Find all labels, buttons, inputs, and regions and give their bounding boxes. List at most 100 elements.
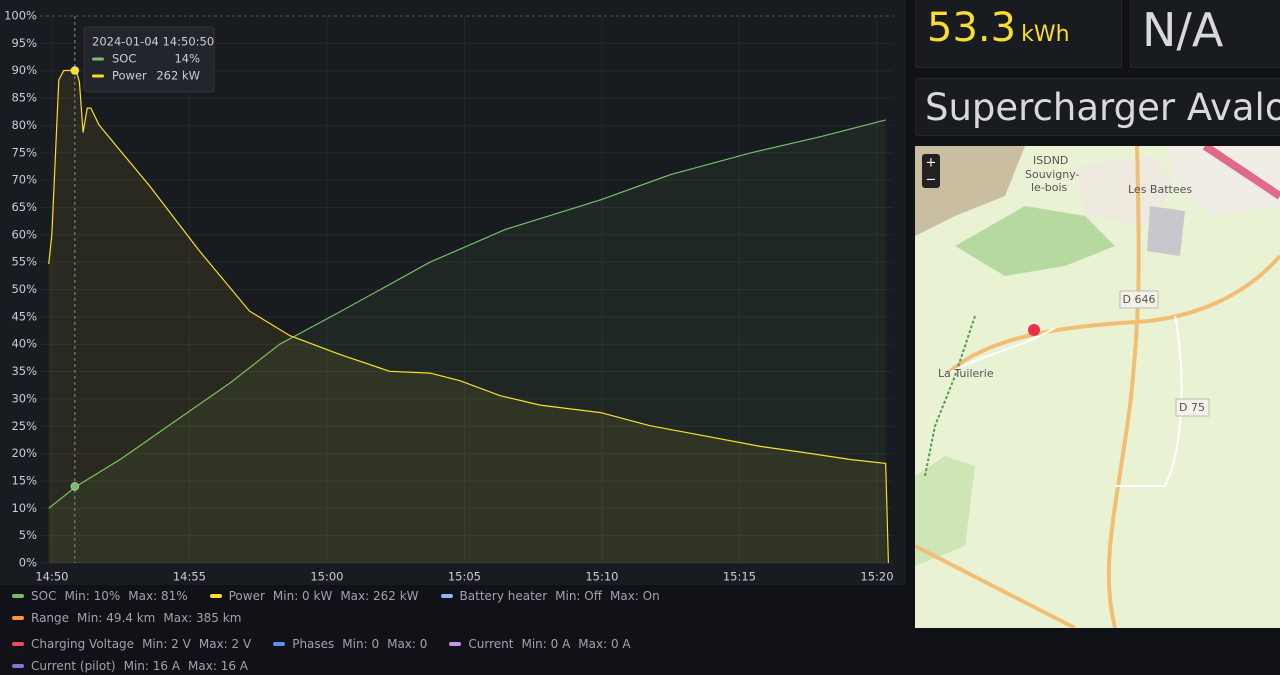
y-tick-label: 90% — [11, 63, 37, 77]
y-tick-label: 5% — [19, 528, 37, 542]
y-tick-label: 65% — [11, 200, 37, 214]
zoom-out[interactable]: − — [926, 173, 937, 188]
legend-swatch — [12, 664, 24, 668]
legend-min: Min: 0 — [342, 637, 380, 651]
tooltip-swatch — [92, 74, 104, 78]
map-background — [915, 146, 1280, 628]
zoom-in[interactable]: + — [926, 156, 937, 171]
map-label: Souvigny- — [1025, 168, 1080, 181]
legend-min: Min: 2 V — [142, 637, 191, 651]
y-tick-label: 35% — [11, 364, 37, 378]
x-tick-label: 15:20 — [860, 570, 893, 584]
y-tick-label: 50% — [11, 282, 37, 296]
legend-item[interactable]: Charging Voltage Min: 2 V Max: 2 V — [8, 635, 259, 653]
map-area — [915, 146, 1025, 236]
legend-swatch — [12, 616, 24, 620]
legend-swatch — [209, 594, 222, 598]
time-series-chart: 0% 5% 10% 15% 20% 25% 30% 35% 40% 45% 50% 55% 60% 65%… — [0, 0, 906, 585]
map-field — [915, 456, 975, 566]
energy-unit: kWh — [1021, 22, 1070, 47]
tooltip-box — [83, 26, 215, 93]
series-line — [48, 69, 889, 564]
y-tick-label: 95% — [11, 36, 37, 50]
legend-max: Max: 81% — [128, 589, 188, 603]
status-panel: N/A — [1130, 0, 1280, 68]
tooltip-value: 14% — [174, 52, 200, 66]
map-marker — [1028, 324, 1040, 336]
y-tick-label: 45% — [11, 309, 37, 323]
legend-min: Min: 16 A — [123, 659, 181, 673]
x-tick-label: 15:00 — [310, 570, 343, 584]
legend-item[interactable]: Power Min: 0 kW Max: 262 kW — [206, 587, 427, 605]
legend-name: Power — [228, 589, 265, 603]
x-tick-label: 15:15 — [723, 570, 756, 584]
legend-max: Max: 0 — [387, 637, 428, 651]
tooltip: 2024-01-04 14:50:50 SOC 14% Power 262 kW — [83, 26, 215, 93]
legend-item[interactable]: Range Min: 49.4 km Max: 385 km — [8, 609, 249, 627]
legend-max: Max: 16 A — [188, 659, 249, 673]
y-tick-label: 60% — [11, 227, 37, 241]
legend-max: Max: 262 kW — [340, 589, 419, 603]
energy-value: 53.3 — [927, 5, 1017, 51]
legend-min: Min: 10% — [64, 589, 121, 603]
map-road — [1202, 146, 1280, 200]
energy-panel: 53.3 kWh — [915, 0, 1122, 68]
legend-item[interactable]: Battery heater Min: Off Max: On — [437, 587, 668, 605]
map-road — [1106, 146, 1141, 628]
y-tick-label: 10% — [11, 501, 37, 515]
location-value: Supercharger Avalon — [925, 86, 1280, 129]
legend-name: Current — [468, 637, 514, 651]
map-road — [915, 544, 1076, 628]
y-tick-label: 30% — [11, 391, 37, 405]
legend-item[interactable]: Phases Min: 0 Max: 0 — [269, 635, 435, 653]
legend-item[interactable]: SOC Min: 10% Max: 81% — [8, 587, 196, 605]
y-tick-label: 0% — [19, 556, 37, 570]
legend: SOC Min: 10% Max: 81% Power Min: 0 kW Max: 26… — [8, 587, 903, 675]
legend-item[interactable]: Current Min: 0 A Max: 0 A — [445, 635, 638, 653]
legend-max: Max: 2 V — [198, 637, 252, 651]
map-road — [943, 254, 1280, 378]
x-tick-label: 15:05 — [448, 570, 481, 584]
y-tick-label: 85% — [11, 91, 37, 105]
hover-point — [70, 66, 80, 76]
legend-min: Min: 0 A — [521, 637, 571, 651]
location-panel: Supercharger Avalon — [915, 78, 1280, 136]
legend-max: Max: 385 km — [163, 611, 242, 625]
y-tick-label: 40% — [11, 337, 37, 351]
legend-swatch — [273, 642, 286, 646]
map-urban — [1165, 146, 1280, 216]
legend-max: Max: 0 A — [578, 637, 631, 651]
map: ISDND Souvigny- le-bois Les Battees D 64… — [915, 146, 1280, 628]
map-label: D 75 — [1179, 401, 1205, 414]
hover-point — [70, 481, 80, 491]
map-building — [1147, 206, 1185, 256]
legend-min: Min: Off — [555, 589, 602, 603]
legend-min: Min: 0 kW — [272, 589, 333, 603]
energy-stat: 53.3 kWh — [927, 5, 1070, 51]
legend-min: Min: 49.4 km — [77, 611, 156, 625]
tooltip-time: 2024-01-04 14:50:50 — [92, 35, 214, 49]
y-tick-label: 20% — [11, 446, 37, 460]
status-value: N/A — [1142, 3, 1224, 57]
y-tick-label: 55% — [11, 255, 37, 269]
x-tick-label: 14:50 — [35, 570, 68, 584]
legend-swatch — [449, 642, 462, 646]
tooltip-value: 262 kW — [156, 69, 200, 83]
y-tick-label: 15% — [11, 473, 37, 487]
y-tick-label: 70% — [11, 173, 37, 187]
series-area — [48, 70, 889, 563]
legend-name: Current (pilot) — [31, 659, 116, 673]
x-tick-label: 15:10 — [585, 570, 618, 584]
legend-item[interactable]: Current (pilot) Min: 16 A Max: 16 A — [8, 657, 256, 675]
tooltip-swatch — [92, 57, 104, 61]
tooltip-name: Power — [112, 69, 147, 83]
zoom-control — [922, 154, 940, 188]
map-label: Les Battees — [1128, 183, 1192, 196]
legend-name: Charging Voltage — [31, 637, 135, 651]
y-tick-label: 25% — [11, 419, 37, 433]
map-label: ISDND — [1033, 154, 1068, 167]
plot-background — [0, 0, 906, 585]
map-forest — [955, 206, 1115, 276]
y-tick-label: 80% — [11, 118, 37, 132]
x-tick-label: 14:55 — [173, 570, 206, 584]
